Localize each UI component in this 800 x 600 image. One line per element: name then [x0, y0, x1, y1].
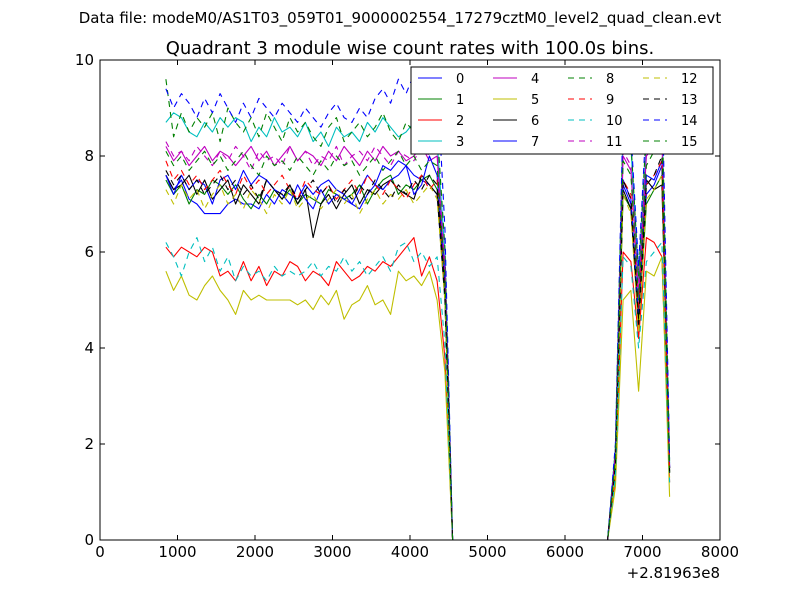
- series-line-0: [165, 160, 671, 540]
- legend-item-5: 5: [493, 93, 539, 108]
- series-line-5: [165, 256, 671, 540]
- series-line-2: [165, 237, 671, 540]
- legend-label: 14: [681, 114, 698, 129]
- legend-item-4: 4: [493, 72, 539, 87]
- legend-item-0: 0: [418, 72, 464, 87]
- legend-item-1: 1: [418, 93, 464, 108]
- legend-label: 5: [531, 93, 539, 108]
- series-line-10: [165, 237, 671, 540]
- x-tick-label: 3000: [313, 543, 351, 561]
- y-tick-label: 0: [84, 531, 94, 549]
- series-line-4: [165, 136, 671, 540]
- x-tick-label: 7000: [623, 543, 661, 561]
- series-line-1: [165, 174, 671, 540]
- legend-label: 3: [456, 135, 464, 150]
- legend-item-7: 7: [493, 135, 539, 150]
- y-tick-label: 6: [84, 243, 94, 261]
- series-line-13: [165, 155, 671, 540]
- legend-label: 9: [606, 93, 614, 108]
- x-axis-offset-label: +2.81963e8: [627, 564, 720, 582]
- x-tick-label: 5000: [468, 543, 506, 561]
- y-tick-label: 4: [84, 339, 94, 357]
- legend-label: 15: [681, 135, 698, 150]
- x-tick-label: 1000: [158, 543, 196, 561]
- legend-item-6: 6: [493, 114, 539, 129]
- x-tick-label: 0: [95, 543, 105, 561]
- legend-item-13: 13: [643, 93, 698, 108]
- x-tick-label: 4000: [391, 543, 429, 561]
- legend-label: 12: [681, 72, 698, 87]
- legend-label: 13: [681, 93, 698, 108]
- x-tick-label: 2000: [236, 543, 274, 561]
- y-tick-label: 10: [75, 51, 94, 69]
- legend-label: 10: [606, 114, 623, 129]
- series-line-9: [165, 160, 671, 540]
- figure-suptitle: Data file: modeM0/AS1T03_059T01_90000025…: [79, 9, 722, 28]
- legend-label: 0: [456, 72, 464, 87]
- legend-label: 2: [456, 114, 464, 129]
- legend-label: 7: [531, 135, 539, 150]
- series-line-3: [165, 112, 671, 540]
- legend-frame: [410, 66, 714, 155]
- series-line-7: [165, 155, 671, 540]
- legend-item-12: 12: [643, 72, 698, 87]
- legend-item-8: 8: [568, 72, 614, 87]
- legend-item-9: 9: [568, 93, 614, 108]
- legend-label: 1: [456, 93, 464, 108]
- x-tick-label: 8000: [701, 543, 739, 561]
- legend-item-14: 14: [643, 114, 698, 129]
- legend-item-11: 11: [568, 135, 623, 150]
- chart-title: Quadrant 3 module wise count rates with …: [166, 38, 655, 59]
- legend-label: 6: [531, 114, 539, 129]
- legend-item-2: 2: [418, 114, 464, 129]
- y-tick-label: 8: [84, 147, 94, 165]
- legend-item-10: 10: [568, 114, 623, 129]
- legend-label: 4: [531, 72, 539, 87]
- legend-label: 8: [606, 72, 614, 87]
- x-axis: 0 1000 2000 3000 4000 5000 6000 7000 8000: [95, 60, 739, 561]
- y-tick-label: 2: [84, 435, 94, 453]
- legend-item-3: 3: [418, 135, 464, 150]
- series-line-11: [165, 88, 671, 540]
- plot-axes: 0 1000 2000 3000 4000 5000 6000 7000 8000 0 2 4 6 8 1…: [75, 51, 739, 582]
- series-line-15: [165, 131, 671, 540]
- series-line-12: [165, 174, 671, 540]
- x-tick-label: 6000: [546, 543, 584, 561]
- legend-label: 11: [606, 135, 623, 150]
- legend-item-15: 15: [643, 135, 698, 150]
- series-line-6: [165, 174, 671, 540]
